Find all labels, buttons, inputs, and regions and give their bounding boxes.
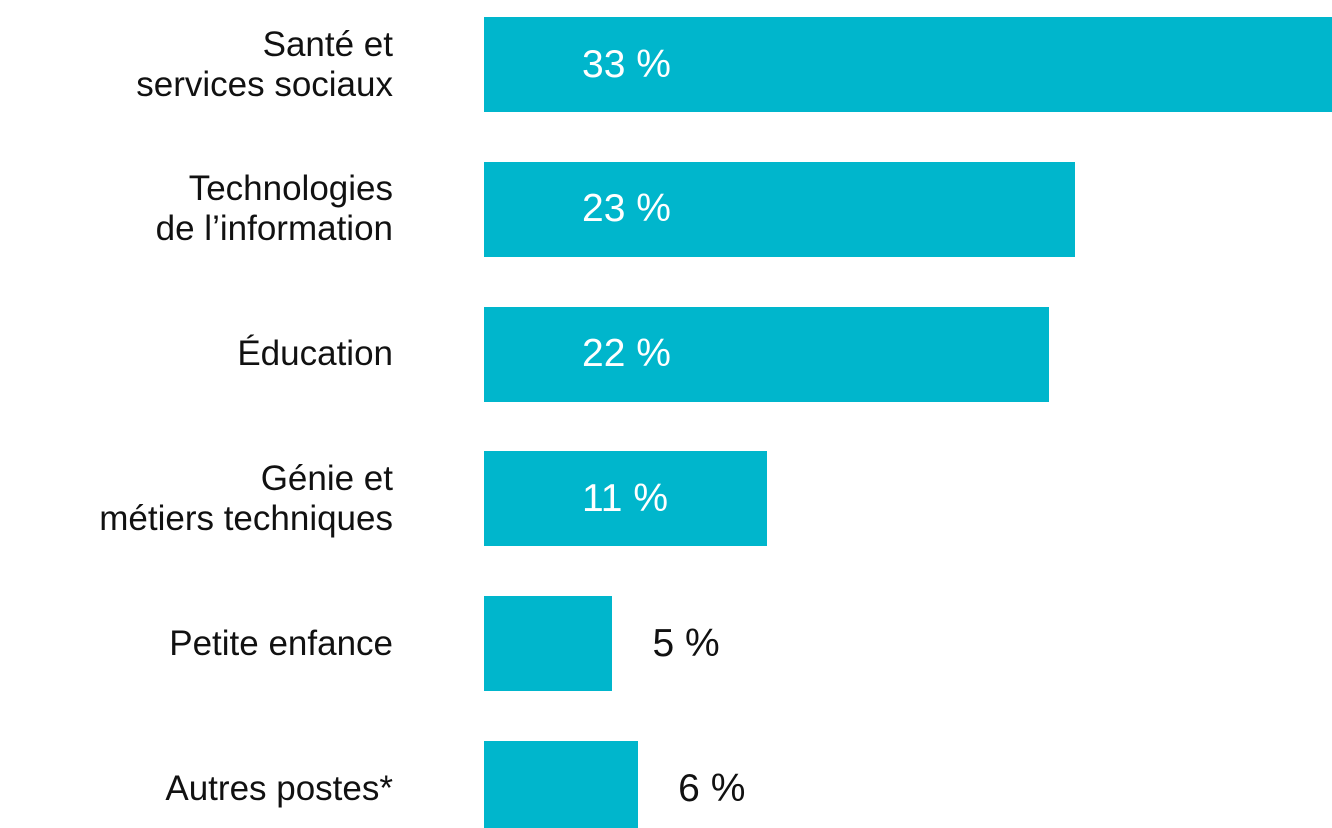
category-label: Autres postes* [165, 768, 393, 808]
category-label: Technologies de l’information [155, 169, 393, 249]
category-label: Petite enfance [169, 623, 393, 663]
value-label: 22 % [582, 332, 671, 376]
category-label: Éducation [237, 334, 393, 374]
category-label: Génie et métiers techniques [99, 458, 393, 538]
bar [484, 451, 767, 547]
bar [484, 596, 613, 692]
bar [484, 17, 1332, 112]
value-label: 23 % [582, 187, 671, 231]
value-label: 5 % [652, 621, 720, 665]
bar [484, 306, 1050, 402]
category-label: Santé et services sociaux [136, 24, 393, 104]
value-label: 11 % [582, 476, 668, 520]
value-label: 33 % [582, 42, 671, 86]
bar [484, 161, 1076, 257]
bar [484, 741, 639, 828]
value-label: 6 % [678, 766, 746, 810]
